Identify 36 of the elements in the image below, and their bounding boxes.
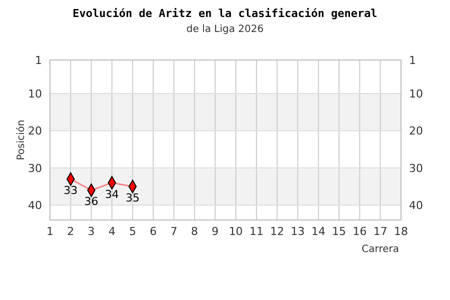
x-tick-label: 18: [394, 225, 408, 238]
x-tick-label: 17: [373, 225, 388, 238]
x-axis-title: Carrera: [362, 244, 399, 255]
x-tick-label: 14: [311, 225, 326, 238]
x-tick-label: 15: [332, 225, 346, 238]
chart-subtitle: de la Liga 2026: [186, 24, 264, 35]
y-tick-label: 40: [28, 199, 42, 212]
x-tick-label: 6: [150, 225, 157, 238]
y2-tick-label: 40: [409, 199, 423, 212]
x-tick-label: 1: [46, 225, 54, 238]
x-tick-label: 8: [191, 225, 198, 238]
data-label: 36: [84, 195, 98, 208]
data-label: 33: [64, 184, 78, 198]
x-tick-label: 10: [228, 225, 243, 238]
x-tick-label: 3: [88, 225, 95, 238]
y2-tick-label: 1: [409, 54, 416, 67]
x-tick-label: 16: [352, 225, 367, 238]
x-tick-label: 12: [270, 225, 284, 238]
x-tick-label: 5: [129, 225, 136, 238]
y2-tick-label: 10: [409, 87, 423, 100]
x-tick-label: 9: [212, 225, 219, 238]
y2-tick-label: 20: [409, 124, 423, 138]
chart-title: Evolución de Aritz en la clasificación general: [72, 7, 378, 20]
x-tick-label: 13: [290, 225, 305, 238]
data-label: 34: [104, 188, 119, 201]
y-axis-title: Posición: [16, 120, 27, 160]
y-tick-label: 1: [35, 54, 42, 67]
y-tick-label: 30: [28, 162, 42, 175]
y-tick-label: 20: [28, 124, 42, 138]
x-tick-label: 7: [170, 225, 178, 238]
x-tick-label: 11: [249, 225, 264, 238]
x-tick-label: 2: [67, 225, 74, 238]
y-tick-label: 10: [28, 87, 42, 100]
data-label: 35: [126, 192, 140, 205]
y2-tick-label: 30: [409, 162, 423, 175]
x-tick-label: 4: [108, 225, 116, 238]
